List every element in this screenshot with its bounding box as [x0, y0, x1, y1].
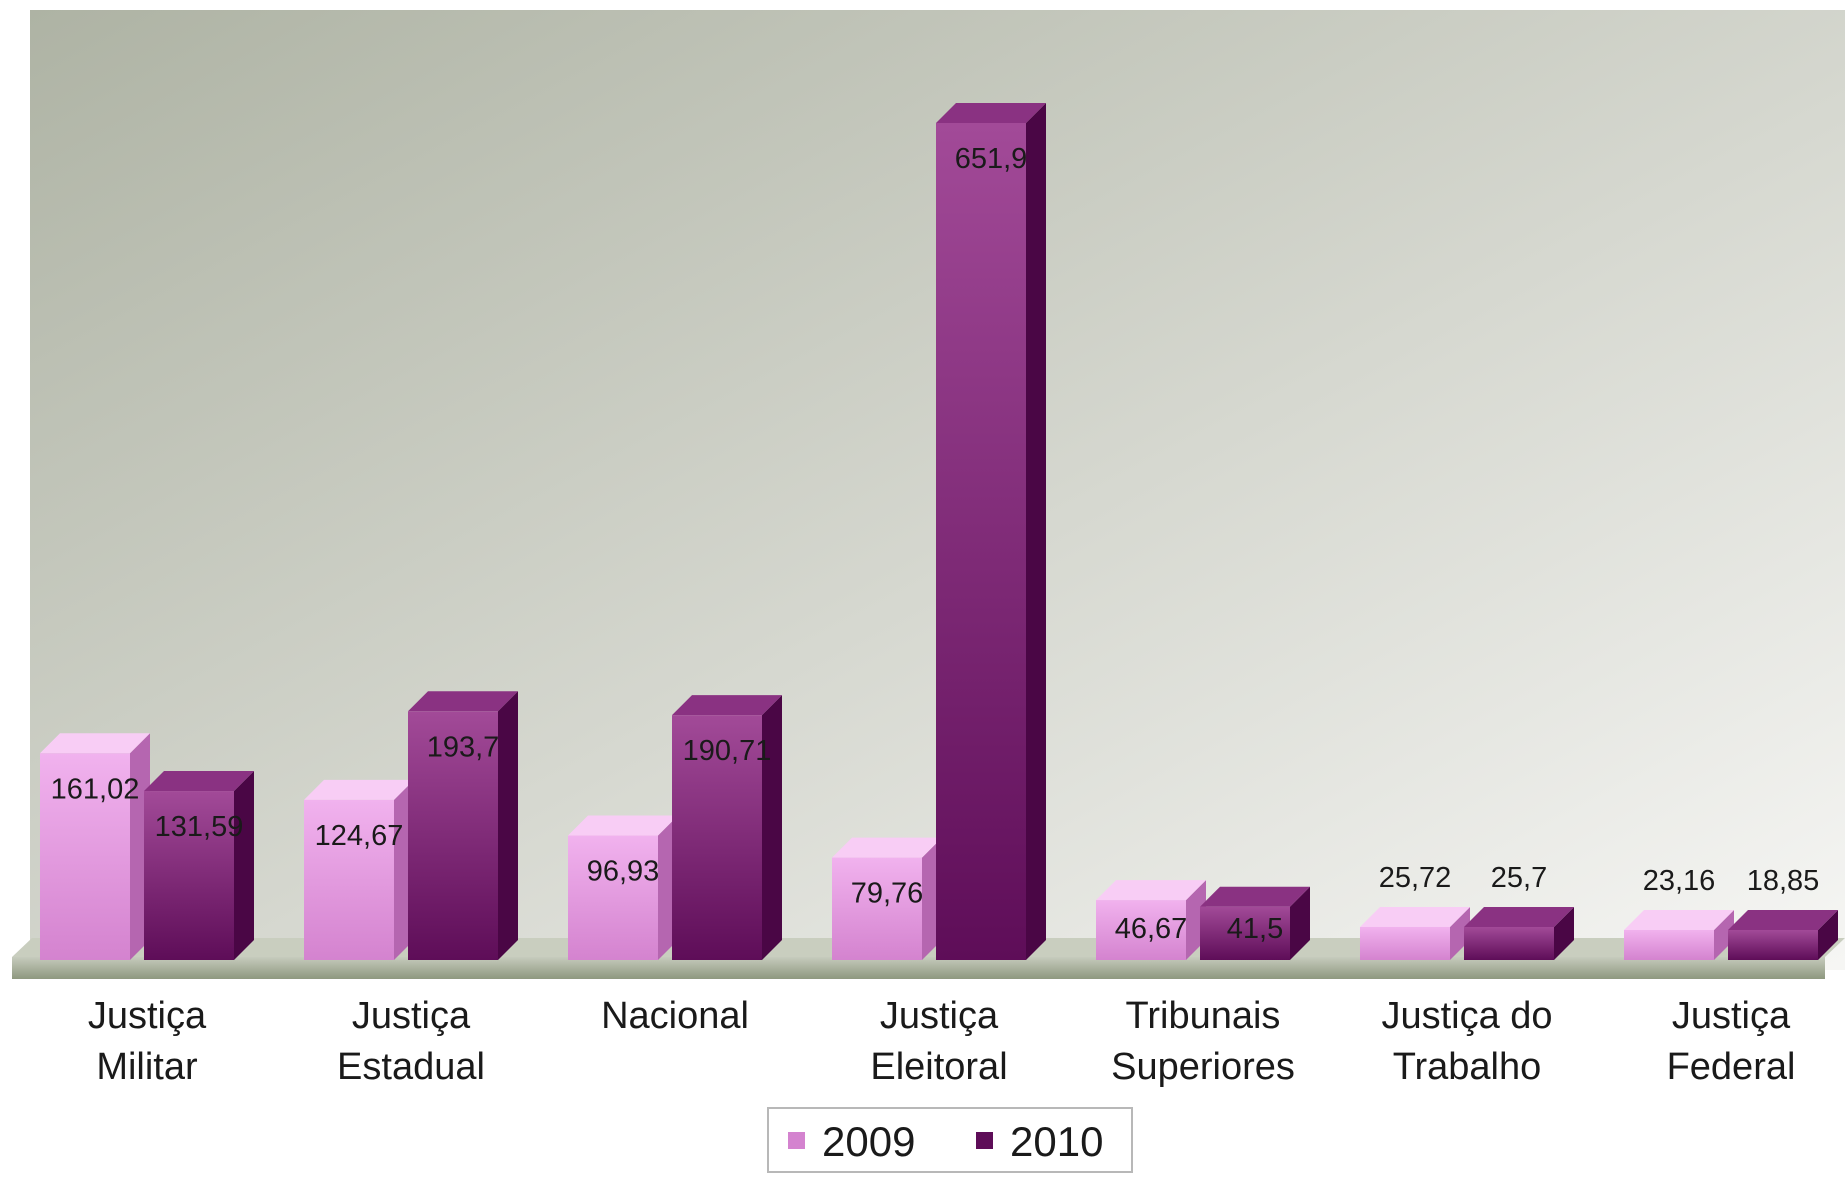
- floor-front: [12, 957, 1825, 979]
- legend-label-2010: 2010: [1010, 1118, 1103, 1165]
- bar-top-2009-5: [1360, 906, 1470, 927]
- value-label-2010-2: 190,71: [683, 735, 772, 767]
- bar-top-2009-3: [832, 837, 942, 858]
- value-label-2010-1: 193,7: [427, 731, 500, 763]
- bar-front-2010-3: [936, 123, 1026, 960]
- value-label-2009-0: 161,02: [51, 773, 140, 805]
- bar-front-2010-0: [144, 791, 234, 960]
- bar-side-2009-5: [1450, 906, 1470, 960]
- value-label-2009-2: 96,93: [587, 856, 660, 888]
- category-label-1-0: Justiça: [352, 995, 471, 1037]
- bar-front-2009-1: [304, 799, 394, 960]
- bar-2010-0: [144, 771, 254, 960]
- bar-front-2010-6: [1728, 930, 1818, 960]
- bar-2010-3: [936, 103, 1046, 960]
- value-label-2010-3: 651,9: [955, 143, 1028, 175]
- bar-side-2010-5: [1554, 907, 1574, 960]
- value-label-2010-0: 131,59: [155, 811, 244, 843]
- bar-top-2009-6: [1624, 910, 1734, 930]
- bar-side-2010-2: [762, 695, 782, 960]
- bar-top-2009-2: [568, 815, 678, 836]
- category-label-4-0: Tribunais: [1126, 995, 1281, 1037]
- legend-box: [767, 1107, 1133, 1173]
- category-label-6-0: Justiça: [1672, 995, 1791, 1037]
- bar-top-2010-2: [672, 695, 782, 716]
- category-label-0-0: Justiça: [88, 995, 207, 1037]
- bar-front-2009-6: [1624, 930, 1714, 960]
- bar-top-2010-3: [936, 103, 1046, 123]
- value-label-2010-5: 25,7: [1491, 862, 1547, 894]
- bar-top-2010-6: [1728, 910, 1838, 930]
- bar-2009-0: [40, 733, 150, 960]
- value-label-2009-6: 23,16: [1643, 865, 1716, 897]
- category-label-3-0: Justiça: [880, 995, 999, 1037]
- bar-2010-4: [1200, 886, 1310, 960]
- bar-2009-1: [304, 779, 414, 960]
- bar-2009-6: [1624, 910, 1734, 960]
- bar-side-2010-1: [498, 691, 518, 960]
- bar-front-2009-5: [1360, 926, 1450, 960]
- bar-2010-1: [408, 691, 518, 960]
- bar-front-2009-4: [1096, 900, 1186, 960]
- bar-top-2009-0: [40, 733, 150, 754]
- bar-front-2010-4: [1200, 906, 1290, 960]
- legend-swatch-2010: [976, 1132, 993, 1149]
- category-label-3-1: Eleitoral: [870, 1046, 1007, 1088]
- bar-front-2010-1: [408, 711, 498, 960]
- bar-2009-5: [1360, 906, 1470, 960]
- category-label-6-1: Federal: [1667, 1046, 1796, 1088]
- bar-side-2010-3: [1026, 103, 1046, 960]
- bar-front-2009-3: [832, 857, 922, 960]
- bar-front-2010-2: [672, 715, 762, 960]
- value-label-2009-3: 79,76: [851, 878, 924, 910]
- category-label-5-1: Trabalho: [1393, 1046, 1542, 1088]
- bar-top-2009-4: [1096, 880, 1206, 901]
- category-label-0-1: Militar: [96, 1046, 198, 1088]
- bar-2010-2: [672, 695, 782, 960]
- value-label-2010-6: 18,85: [1747, 865, 1820, 897]
- category-label-2-0: Nacional: [601, 995, 749, 1037]
- category-label-1-1: Estadual: [337, 1046, 485, 1088]
- value-label-2009-5: 25,72: [1379, 862, 1452, 894]
- legend-swatch-2009: [788, 1132, 805, 1149]
- bar-side-2010-6: [1818, 910, 1838, 960]
- bar-top-2010-5: [1464, 907, 1574, 928]
- bar-2010-5: [1464, 907, 1574, 960]
- bar-front-2009-0: [40, 753, 130, 960]
- value-label-2009-4: 46,67: [1115, 913, 1188, 945]
- bar-front-2009-2: [568, 835, 658, 960]
- category-label-4-1: Superiores: [1111, 1046, 1295, 1088]
- legend-label-2009: 2009: [822, 1118, 915, 1165]
- bar-top-2010-1: [408, 691, 518, 712]
- value-label-2010-4: 41,5: [1227, 913, 1283, 945]
- bar-side-2010-0: [234, 771, 254, 960]
- value-label-2009-1: 124,67: [315, 820, 404, 852]
- bar-2009-2: [568, 815, 678, 960]
- bar-side-2009-6: [1714, 910, 1734, 960]
- bar-top-2009-1: [304, 779, 414, 800]
- bar-top-2010-0: [144, 771, 254, 792]
- bar-2010-6: [1728, 910, 1838, 960]
- bar-front-2010-5: [1464, 927, 1554, 960]
- category-label-5-0: Justiça do: [1381, 995, 1552, 1037]
- bar-side-2010-4: [1290, 886, 1310, 960]
- bar-top-2010-4: [1200, 886, 1310, 907]
